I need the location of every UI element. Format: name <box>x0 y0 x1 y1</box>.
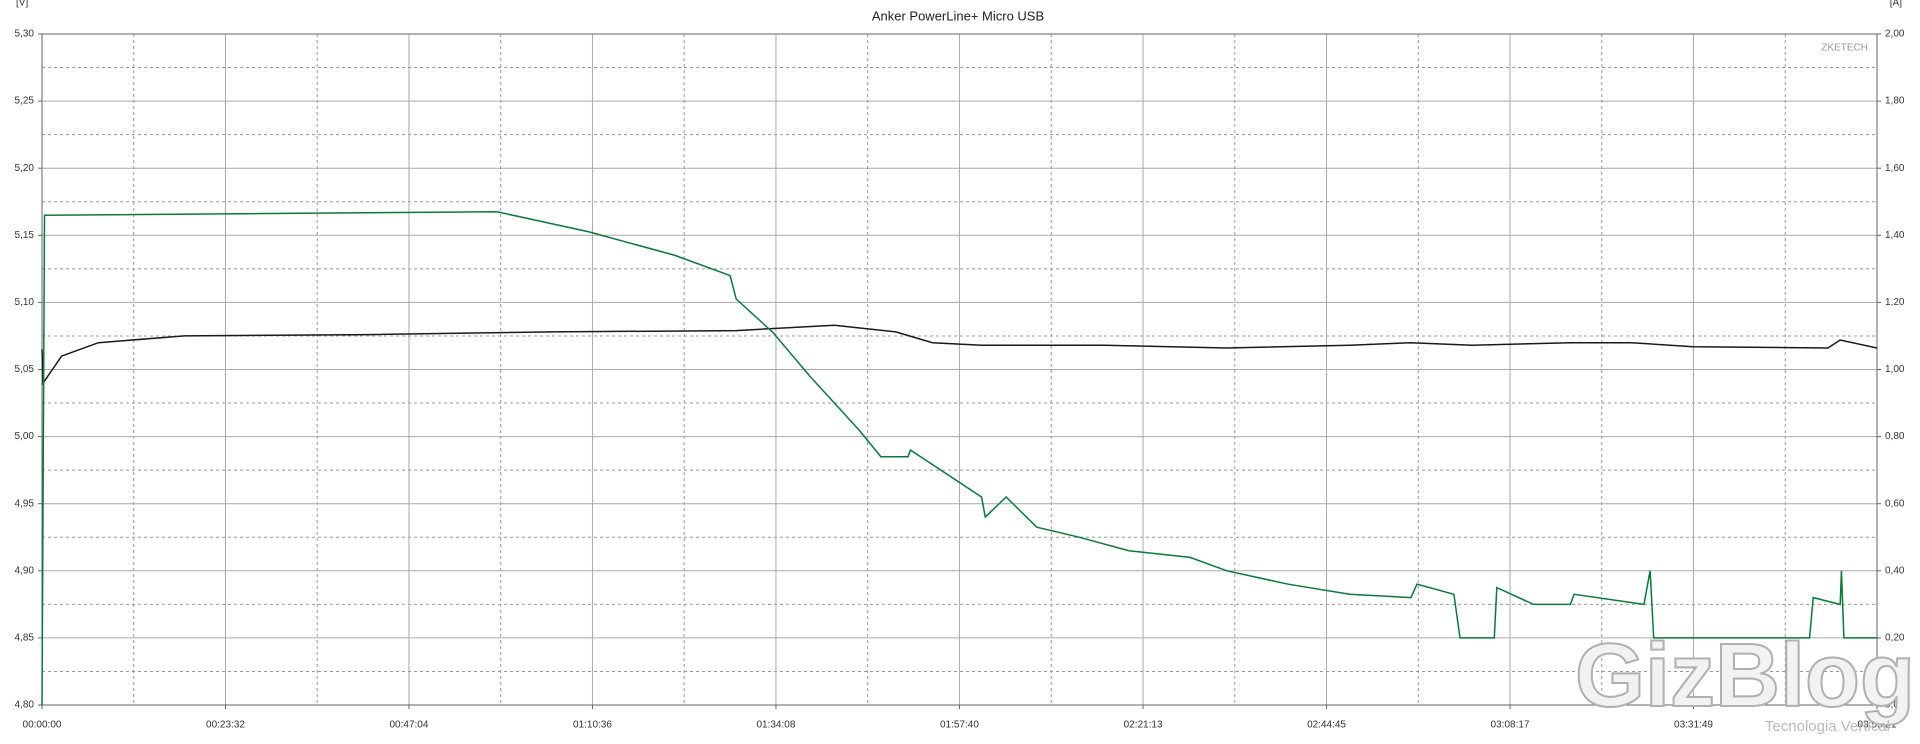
watermark: ZKETECH <box>1821 43 1868 54</box>
y-tick-label: 5,10 <box>15 297 35 308</box>
y-tick-label: 4,95 <box>15 498 35 509</box>
y2-unit-label: [A] <box>1890 0 1902 9</box>
x-tick-label: 00:47:04 <box>390 720 429 731</box>
data-line <box>41 211 1877 706</box>
logo: GizBlog <box>1575 626 1915 726</box>
y-tick-label: 4,85 <box>15 633 35 644</box>
y-tick-label: 4,80 <box>15 700 35 711</box>
x-tick-label: 00:23:32 <box>206 720 245 731</box>
y2-tick-label: 1,60 <box>1885 163 1905 174</box>
x-tick-label: 02:44:45 <box>1307 720 1346 731</box>
y2-tick-label: 2,00 <box>1885 29 1905 40</box>
x-tick-label: 02:21:13 <box>1124 720 1163 731</box>
data-line <box>41 324 1878 386</box>
x-tick-label: 03:55:21 <box>1858 720 1897 731</box>
x-tick-label: 01:57:40 <box>940 720 979 731</box>
x-tick-label: 00:00:00 <box>23 720 62 731</box>
y2-tick-label: 1,20 <box>1885 297 1905 308</box>
logo-subtitle: Tecnologia Vertical <box>1765 718 1890 735</box>
y-tick-label: 5,25 <box>15 96 35 107</box>
chart-title: Anker PowerLine+ Micro USB <box>872 8 1044 23</box>
x-tick-label: 01:34:08 <box>756 720 795 731</box>
x-tick-label: 03:08:17 <box>1491 720 1530 731</box>
y2-tick-label: 0,60 <box>1885 498 1905 509</box>
y-tick-label: 5,15 <box>15 230 35 241</box>
y-tick-label: 5,30 <box>15 29 35 40</box>
y2-tick-label: 0,00 <box>1885 700 1905 711</box>
y2-tick-label: 0,20 <box>1885 633 1905 644</box>
y-tick-label: 5,05 <box>15 364 35 375</box>
y-tick-label: 5,20 <box>15 163 35 174</box>
x-tick-label: 03:31:49 <box>1674 720 1713 731</box>
y2-tick-label: 1,80 <box>1885 96 1905 107</box>
y2-tick-label: 1,40 <box>1885 230 1905 241</box>
y-unit-label: [V] <box>16 0 28 9</box>
y2-tick-label: 1,00 <box>1885 364 1905 375</box>
y-tick-label: 4,90 <box>15 565 35 576</box>
y-tick-label: 5,00 <box>15 431 35 442</box>
y2-tick-label: 0,80 <box>1885 431 1905 442</box>
y2-tick-label: 0,40 <box>1885 565 1905 576</box>
x-tick-label: 01:10:36 <box>573 720 612 731</box>
